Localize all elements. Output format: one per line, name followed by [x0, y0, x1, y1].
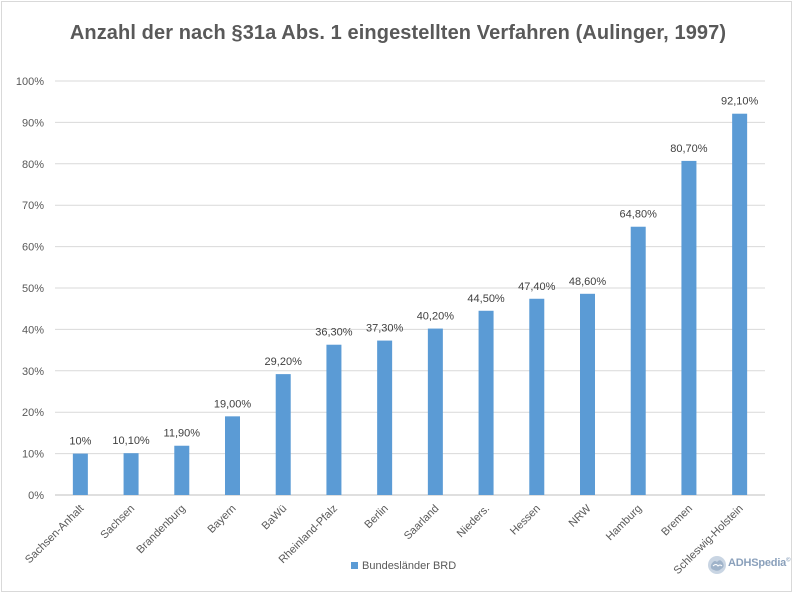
y-tick-label: 40%	[22, 324, 44, 336]
x-tick-label: Hessen	[508, 503, 543, 538]
brain-icon	[708, 556, 726, 574]
bar	[174, 445, 190, 495]
x-tick-label: Sachsen	[98, 503, 137, 542]
bar	[580, 293, 595, 495]
data-label: 40,20%	[417, 311, 455, 323]
data-label: 37,30%	[366, 323, 404, 335]
data-label: 29,20%	[265, 356, 303, 368]
x-tick-label: Sachsen-Anhalt	[23, 503, 86, 566]
legend-label: Bundesländer BRD	[362, 560, 456, 572]
data-label: 44,50%	[467, 293, 505, 305]
chart-title: Anzahl der nach §31a Abs. 1 eingestellte…	[69, 22, 727, 44]
y-tick-label: 60%	[22, 242, 44, 254]
data-label: 47,40%	[518, 281, 556, 293]
bars	[72, 113, 748, 496]
data-label: 36,30%	[315, 327, 353, 339]
bar	[732, 113, 748, 496]
x-tick-label: Berlin	[362, 503, 390, 531]
data-label: 92,10%	[721, 96, 759, 108]
data-label: 11,90%	[164, 428, 201, 440]
bar	[123, 453, 139, 495]
bar	[72, 453, 88, 495]
watermark-logo: ADHSpedia©	[706, 553, 791, 577]
bar	[681, 160, 697, 496]
bar	[225, 416, 240, 495]
bar	[427, 328, 443, 495]
y-tick-label: 80%	[22, 159, 44, 171]
x-tick-label: Hamburg	[604, 503, 644, 543]
data-label: 48,60%	[569, 276, 607, 288]
bar	[326, 344, 342, 495]
x-tick-label: Brandenburg	[134, 503, 187, 556]
gridlines	[55, 80, 765, 496]
legend: Bundesländer BRD	[351, 560, 456, 572]
y-tick-label: 30%	[22, 366, 44, 378]
data-label: 10%	[69, 436, 91, 448]
bar	[478, 310, 494, 495]
data-labels: 10% 10,10% 11,90% 19,00% 29,20% 36,30% 37,30% 4…	[69, 96, 758, 448]
watermark-text: ADHSpedia©	[728, 557, 791, 569]
bar	[630, 226, 646, 495]
x-tick-label: Bayern	[205, 503, 238, 536]
x-tick-label: Saarland	[402, 503, 442, 543]
y-tick-label: 50%	[22, 283, 44, 295]
x-tick-label: Nieders.	[455, 503, 492, 540]
bar	[275, 374, 291, 495]
y-tick-label: 10%	[22, 449, 44, 461]
y-tick-label: 90%	[22, 117, 44, 129]
y-tick-label: 0%	[28, 490, 44, 502]
data-label: 80,70%	[670, 143, 708, 155]
data-label: 10,10%	[112, 435, 150, 447]
legend-swatch	[351, 562, 358, 569]
bar	[529, 298, 545, 495]
x-tick-label: BaWü	[260, 503, 290, 533]
y-axis: 0% 10% 20% 30% 40% 50% 60% 70% 80% 90% 100%	[16, 76, 44, 502]
bar	[377, 340, 393, 495]
y-tick-label: 100%	[16, 76, 44, 88]
x-tick-label: Bremen	[659, 503, 695, 539]
data-label: 19,00%	[214, 398, 252, 410]
data-label: 64,80%	[620, 209, 658, 221]
y-tick-label: 20%	[22, 407, 44, 419]
y-tick-label: 70%	[22, 200, 44, 212]
x-tick-label: NRW	[567, 502, 594, 529]
